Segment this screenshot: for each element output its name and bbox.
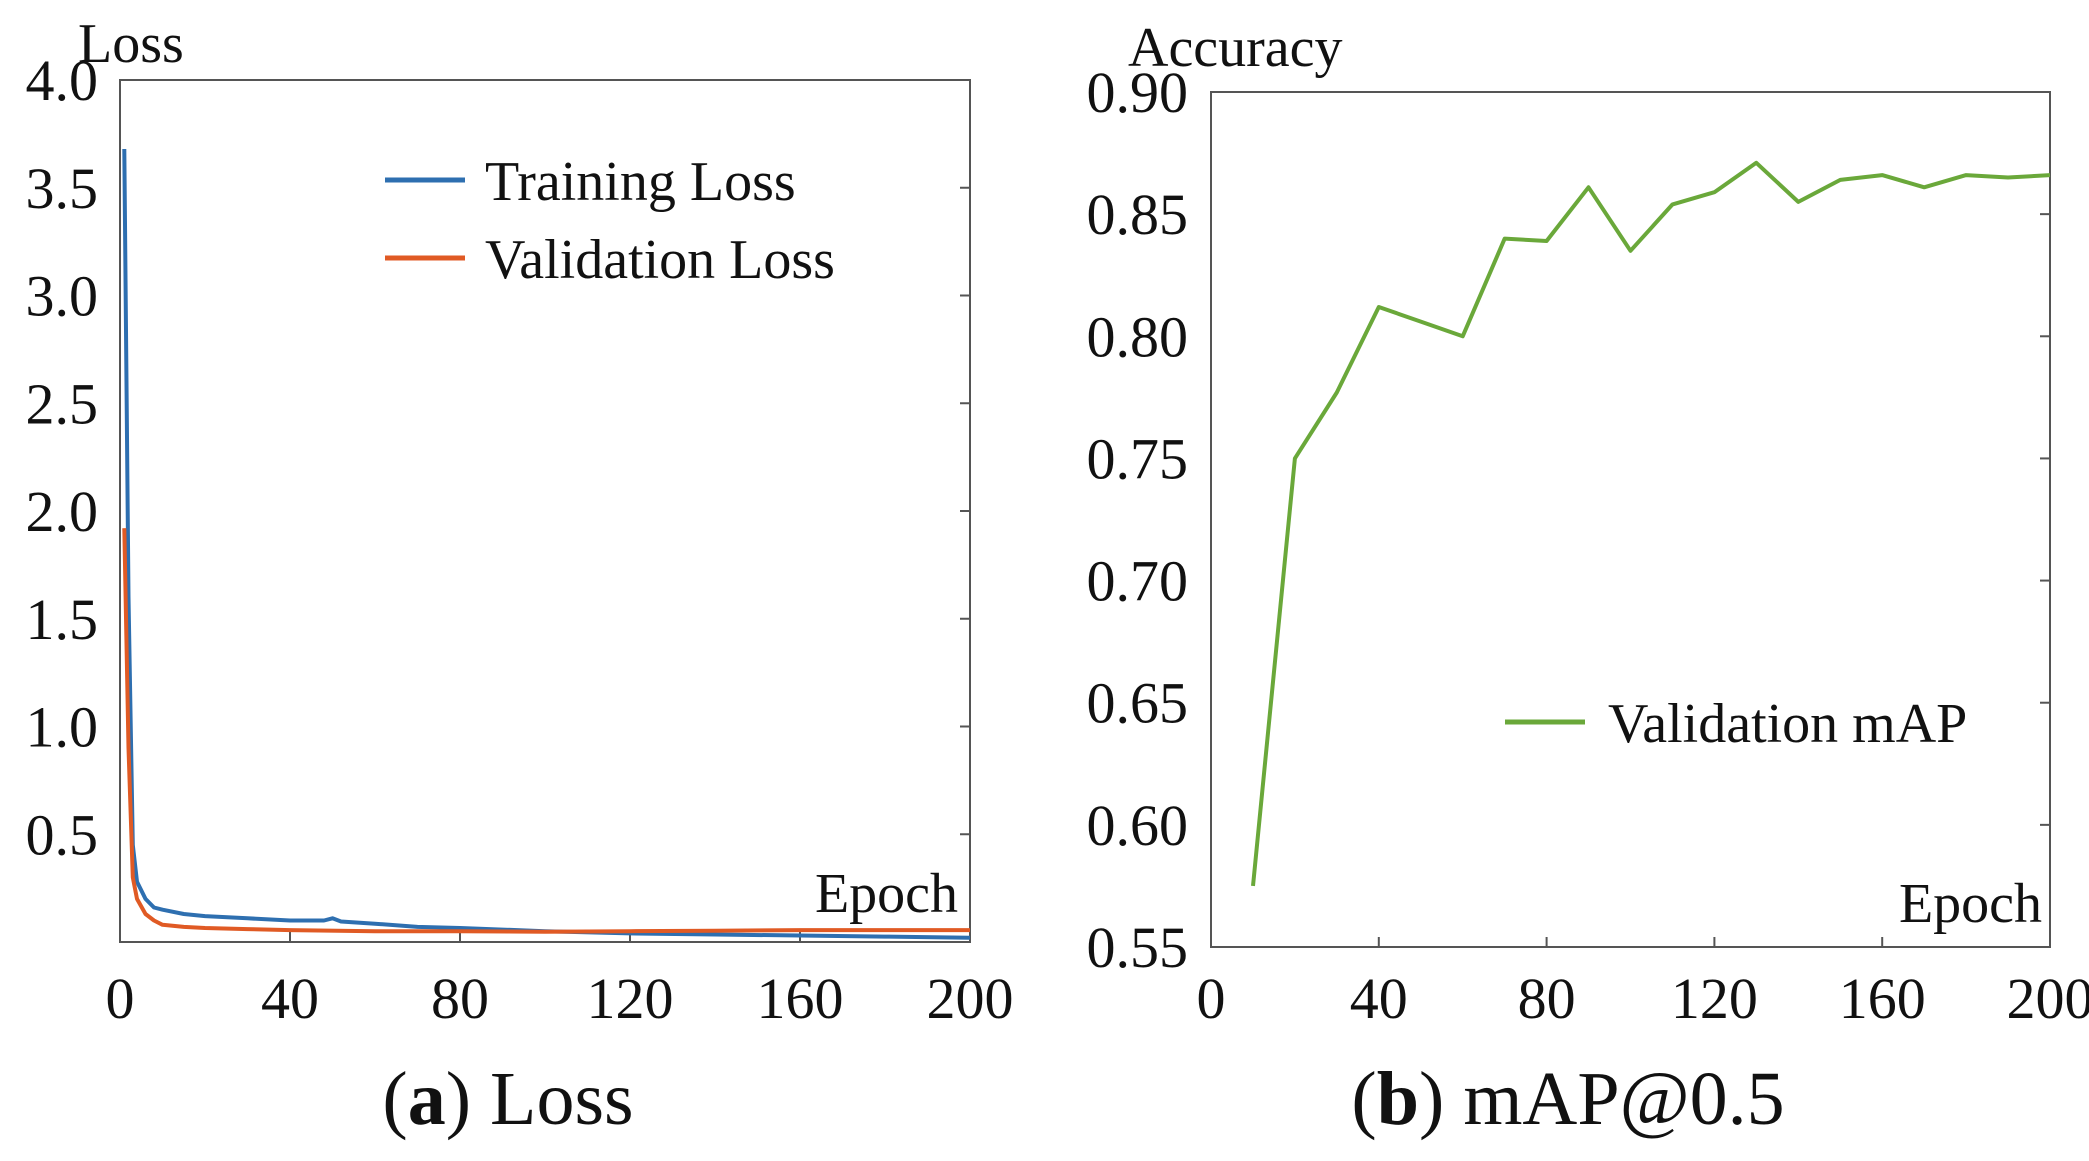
- map-caption: (b) mAP@0.5: [1351, 1057, 1784, 1141]
- loss-x-tick-label: 120: [587, 966, 674, 1031]
- loss-panel: 0.51.01.52.02.53.03.54.0 0 40 80 120 160 200 …: [26, 13, 1014, 1141]
- map-y-tick-label: 0.60: [1087, 793, 1189, 858]
- loss-x-tick-label: 200: [927, 966, 1014, 1031]
- map-x-tick-label: 40: [1350, 966, 1408, 1031]
- map-caption-letter: b: [1377, 1057, 1419, 1141]
- map-y-tick-label: 0.65: [1087, 671, 1189, 736]
- map-y-tick-label: 0.70: [1087, 549, 1189, 614]
- map-x-tick-label: 200: [2007, 966, 2089, 1031]
- map-legend: Validation mAP: [1505, 693, 1967, 755]
- map-plot-frame: [1210, 91, 2051, 948]
- map-y-tick-label: 0.90: [1087, 60, 1189, 125]
- loss-y-axis-title: Loss: [78, 13, 184, 75]
- map-x-tick-label: 120: [1671, 966, 1758, 1031]
- series-line-validation-loss: [122, 528, 970, 934]
- legend-label-validation-map: Validation mAP: [1608, 693, 1967, 755]
- loss-y-tick-label: 2.5: [26, 371, 99, 436]
- series-line-validation-map: [1251, 160, 2051, 887]
- loss-caption-letter: a: [408, 1057, 446, 1141]
- legend-label-validation-loss: Validation Loss: [485, 229, 835, 291]
- loss-y-tick-label: 2.0: [26, 479, 99, 544]
- map-y-tick-label: 0.80: [1087, 304, 1189, 369]
- loss-series: [122, 148, 971, 940]
- map-x-tick-label: 160: [1839, 966, 1926, 1031]
- loss-x-axis-title: Epoch: [815, 863, 958, 925]
- map-y-tick-label: 0.85: [1087, 182, 1189, 247]
- loss-caption-text: Loss: [490, 1057, 634, 1141]
- map-panel: 0.55 0.60 0.65 0.70 0.75 0.80 0.85 0.90 0 40 80 12…: [1087, 17, 2089, 1141]
- loss-y-ticks: 0.5 1.0 1.5 2.0 2.5 3.0 3.5 4.0: [26, 48, 970, 867]
- loss-x-tick-label: 0: [106, 966, 135, 1031]
- map-y-ticks: 0.55 0.60 0.65 0.70 0.75 0.80 0.85 0.90: [1087, 60, 2050, 980]
- loss-legend: Training Loss Validation Loss: [385, 151, 835, 291]
- loss-x-tick-label: 40: [261, 966, 319, 1031]
- loss-x-tick-label: 80: [431, 966, 489, 1031]
- map-caption-text: mAP@0.5: [1463, 1057, 1784, 1141]
- map-y-tick-label: 0.75: [1087, 426, 1189, 491]
- map-x-ticks: 0 40 80 120 160 200: [1197, 937, 2089, 1031]
- loss-y-tick-label: 1.5: [26, 587, 99, 652]
- loss-x-tick-label: 160: [757, 966, 844, 1031]
- loss-y-tick-label: 3.5: [26, 156, 99, 221]
- loss-x-ticks: 0 40 80 120 160 200: [106, 932, 1014, 1031]
- map-y-tick-label: 0.55: [1087, 915, 1189, 980]
- map-series: [1251, 160, 2051, 887]
- loss-y-tick-label: 1.0: [26, 695, 99, 760]
- legend-label-training-loss: Training Loss: [485, 151, 796, 213]
- loss-y-tick-label: 0.5: [26, 802, 99, 867]
- map-y-axis-title: Accuracy: [1128, 17, 1343, 79]
- loss-y-tick-label: 3.0: [26, 264, 99, 329]
- loss-y-tick-label: 4.0: [26, 48, 99, 113]
- map-x-axis-title: Epoch: [1899, 873, 2042, 935]
- loss-caption: (a) Loss: [382, 1057, 633, 1141]
- map-x-tick-label: 80: [1518, 966, 1576, 1031]
- map-x-tick-label: 0: [1197, 966, 1226, 1031]
- series-line-training-loss: [122, 148, 971, 940]
